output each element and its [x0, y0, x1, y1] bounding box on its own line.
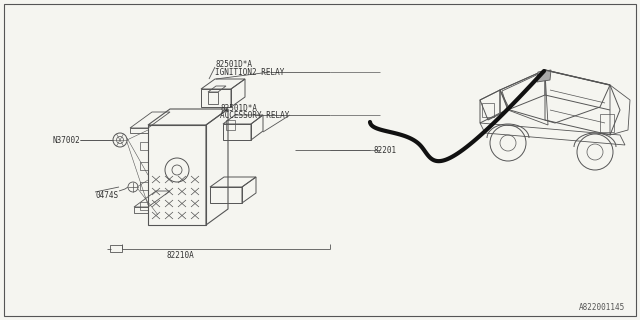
Text: 82501D*A: 82501D*A [215, 60, 252, 68]
Bar [223, 124, 251, 140]
Bar [110, 245, 122, 252]
Text: ACCESSORY RELAY: ACCESSORY RELAY [220, 110, 289, 119]
Bar [148, 125, 206, 225]
Polygon shape [537, 70, 551, 82]
Bar [482, 103, 494, 117]
Bar [201, 89, 231, 107]
Text: 0474S: 0474S [95, 190, 118, 199]
Bar [210, 187, 242, 203]
Bar [600, 114, 614, 132]
Text: IGNITION2 RELAY: IGNITION2 RELAY [215, 68, 284, 76]
Text: A822001145: A822001145 [579, 303, 625, 312]
Text: 82201: 82201 [373, 146, 396, 155]
Text: N37002: N37002 [52, 135, 80, 145]
Text: 82501D*A: 82501D*A [220, 103, 257, 113]
Bar [208, 92, 218, 104]
Text: 82210A: 82210A [166, 252, 194, 260]
Bar [226, 120, 235, 130]
